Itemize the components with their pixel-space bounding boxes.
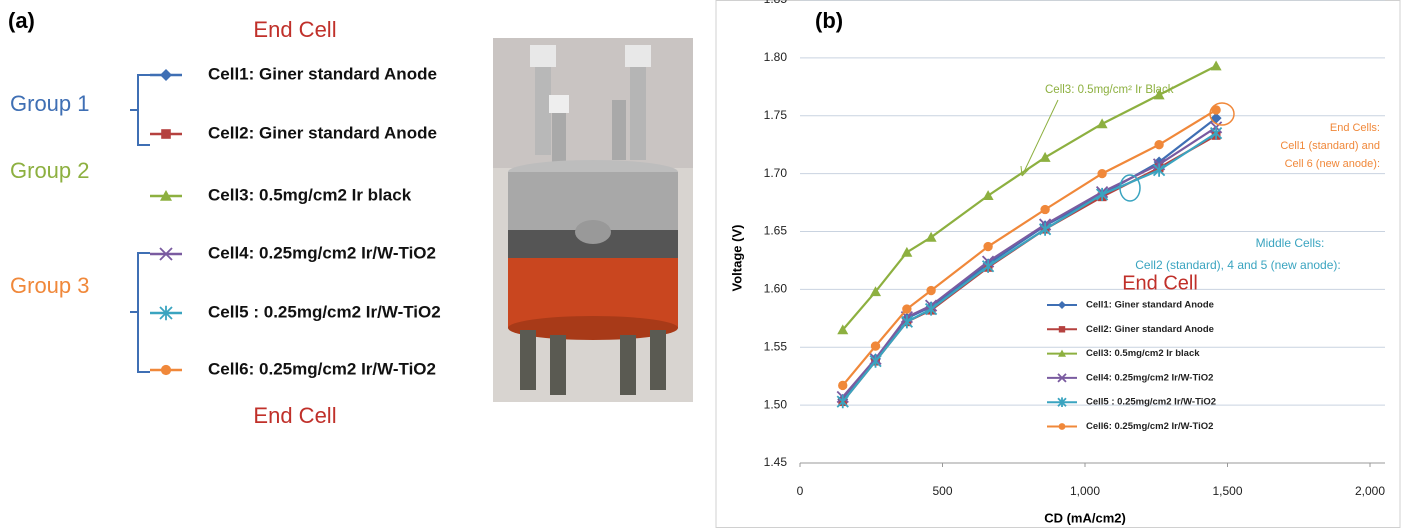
annotation: Cell 6 (new anode): <box>1285 158 1380 170</box>
legend-label: Cell2: Giner standard Anode <box>208 123 437 142</box>
x-tick-label: 0 <box>797 484 804 498</box>
y-tick-label: 1.55 <box>764 339 788 353</box>
marker <box>1154 140 1163 149</box>
marker <box>1059 423 1066 430</box>
legend-label: Cell1: Giner standard Anode <box>208 64 437 83</box>
end-cell-note: End Cell <box>253 403 336 428</box>
legend-label: Cell4: 0.25mg/cm2 Ir/W-TiO2 <box>1086 372 1213 383</box>
x-tick-label: 1,000 <box>1070 484 1100 498</box>
x-tick-label: 500 <box>932 484 952 498</box>
y-tick-label: 1.80 <box>764 50 788 64</box>
legend-label: Cell3: 0.5mg/cm2 Ir black <box>1086 348 1200 359</box>
y-tick-label: 1.70 <box>764 166 788 180</box>
group-label: Group 2 <box>10 158 90 183</box>
x-tick-label: 2,000 <box>1355 484 1385 498</box>
annotation: End Cell <box>1122 272 1198 294</box>
series-line <box>843 110 1216 385</box>
marker <box>902 304 911 313</box>
y-tick-label: 1.75 <box>764 108 788 122</box>
panel-label: (b) <box>815 8 843 33</box>
y-tick-label: 1.50 <box>764 397 788 411</box>
cell-photo <box>493 38 693 402</box>
marker <box>871 341 880 350</box>
legend-label: Cell3: 0.5mg/cm2 Ir black <box>208 185 412 204</box>
legend-label: Cell1: Giner standard Anode <box>1086 300 1214 311</box>
y-axis-title: Voltage (V) <box>729 225 744 292</box>
figure: (a) End Cell End Cell (b) CD (mA/cm2) Vo… <box>0 0 1402 529</box>
marker <box>1211 60 1222 70</box>
legend-label: Cell5 : 0.25mg/cm2 Ir/W-TiO2 <box>208 302 441 321</box>
marker <box>161 365 171 375</box>
end-cell-note: End Cell <box>253 17 336 42</box>
annotation: Cell2 (standard), 4 and 5 (new anode): <box>1135 258 1340 272</box>
annotation: Cell3: 0.5mg/cm² Ir Black <box>1045 84 1174 96</box>
legend-label: Cell6: 0.25mg/cm2 Ir/W-TiO2 <box>1086 421 1213 432</box>
group-label: Group 1 <box>10 91 90 116</box>
x-axis-title: CD (mA/cm2) <box>1044 510 1126 525</box>
legend-label: Cell2: Giner standard Anode <box>1086 324 1214 335</box>
marker <box>1097 118 1108 128</box>
group-bracket <box>130 75 150 145</box>
x-tick-label: 1,500 <box>1212 484 1242 498</box>
y-tick-label: 1.60 <box>764 282 788 296</box>
legend-label: Cell4: 0.25mg/cm2 Ir/W-TiO2 <box>208 243 436 262</box>
annotation: Middle Cells: <box>1256 236 1325 250</box>
annotation-circle <box>1210 103 1234 125</box>
annotation: End Cells: <box>1330 122 1380 134</box>
group-label: Group 3 <box>10 273 90 298</box>
marker <box>161 129 171 139</box>
marker <box>901 247 912 257</box>
group-bracket <box>130 253 150 372</box>
marker <box>160 69 172 81</box>
legend-label: Cell5 : 0.25mg/cm2 Ir/W-TiO2 <box>1086 397 1216 408</box>
marker <box>1059 326 1065 332</box>
marker <box>983 190 994 200</box>
annotation-arrow <box>1021 100 1058 176</box>
y-tick-label: 1.65 <box>764 224 788 238</box>
legend-label: Cell6: 0.25mg/cm2 Ir/W-TiO2 <box>208 359 436 378</box>
annotation: Cell1 (standard) and <box>1280 140 1380 152</box>
marker <box>1040 152 1051 162</box>
marker <box>1058 301 1066 309</box>
marker <box>926 286 935 295</box>
marker <box>983 242 992 251</box>
panel-label: (a) <box>8 8 35 33</box>
marker <box>838 381 847 390</box>
y-tick-label: 1.45 <box>764 455 788 469</box>
marker <box>1040 205 1049 214</box>
y-tick-label: 1.85 <box>764 0 788 6</box>
marker <box>1097 169 1106 178</box>
